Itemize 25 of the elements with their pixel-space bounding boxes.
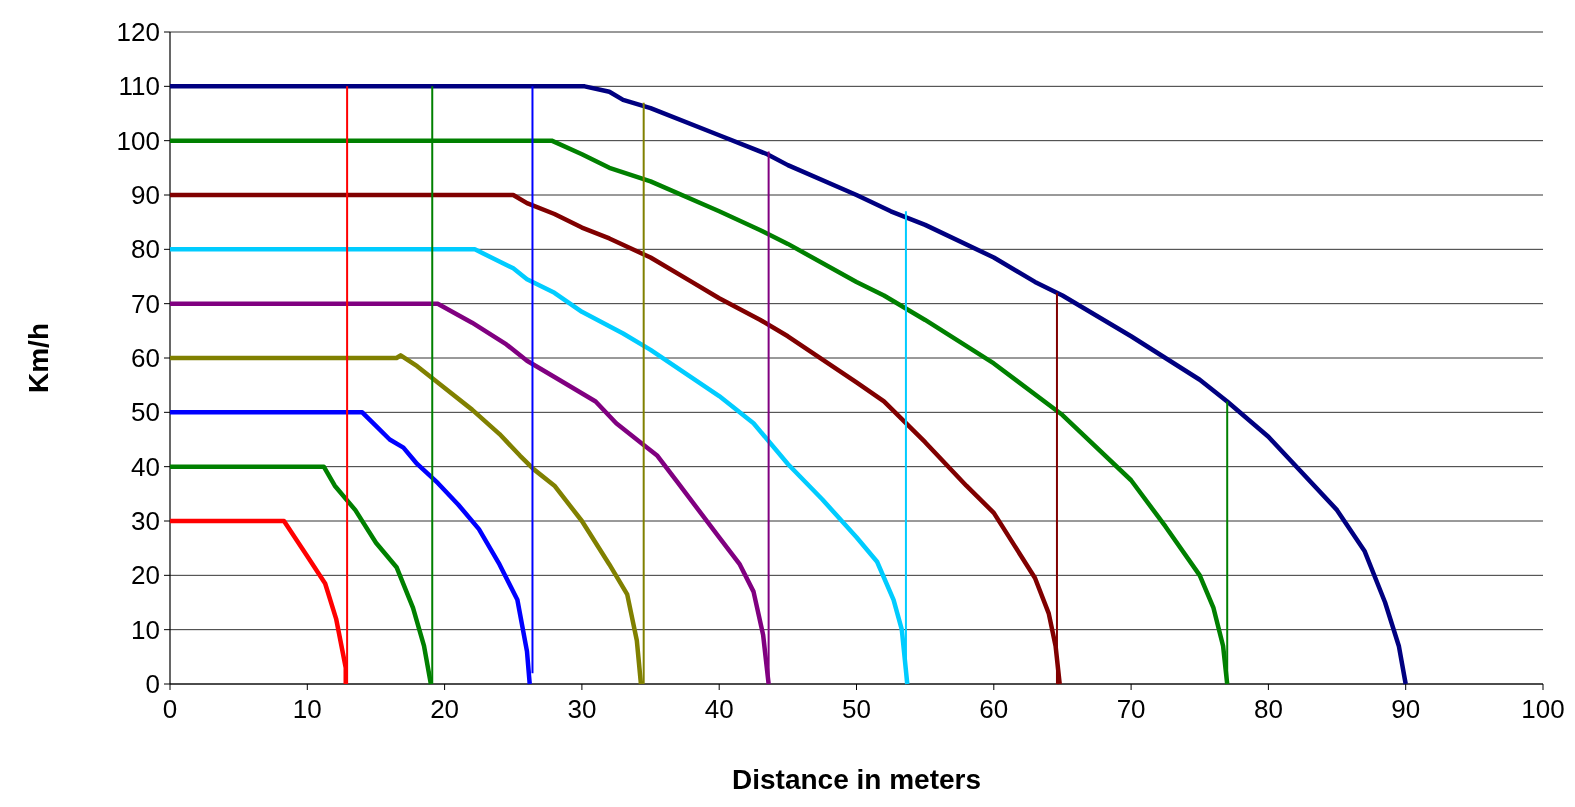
x-tick-label: 50 [842, 694, 871, 724]
y-tick-label: 90 [131, 180, 160, 211]
x-tick-label: 70 [1116, 694, 1146, 724]
y-tick-label: 30 [131, 506, 160, 537]
x-tick-label: 40 [704, 694, 734, 724]
y-tick-label: 70 [131, 288, 160, 319]
x-tick-label: 100 [1521, 694, 1565, 724]
y-tick-label: 10 [131, 614, 160, 645]
x-tick-label: 20 [430, 694, 460, 724]
y-tick-label: 50 [131, 397, 160, 428]
x-tick-label: 60 [979, 694, 1009, 724]
y-tick-label: 120 [116, 17, 160, 48]
y-tick-label: 100 [116, 125, 160, 156]
x-tick-label: 90 [1391, 694, 1421, 724]
y-tick-label: 80 [131, 234, 160, 265]
y-tick-label: 60 [131, 343, 160, 374]
x-tick-label: 80 [1253, 694, 1283, 724]
y-axis-title: Km/h [23, 323, 54, 393]
y-tick-label: 20 [131, 560, 160, 591]
x-tick-label: 30 [567, 694, 597, 724]
y-tick-label: 40 [131, 451, 160, 482]
x-axis-title: Distance in meters [732, 764, 981, 795]
x-tick-label: 10 [292, 694, 322, 724]
y-tick-label: 110 [118, 71, 160, 102]
y-tick-label: 0 [145, 669, 160, 700]
